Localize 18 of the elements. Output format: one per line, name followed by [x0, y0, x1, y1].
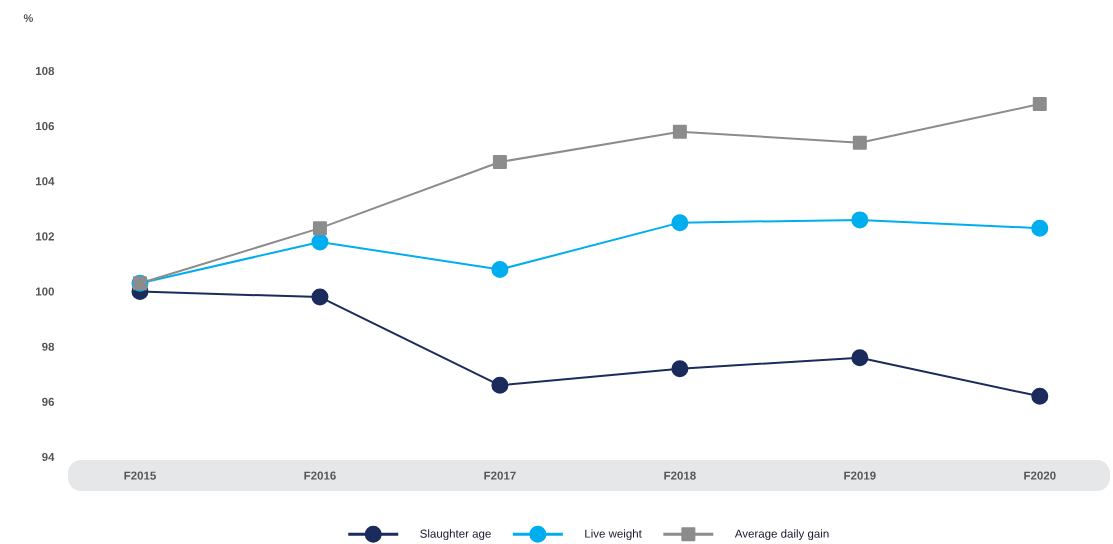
x-tick-label: F2020: [1024, 471, 1056, 480]
y-tick-label: 106: [36, 122, 55, 131]
x-tick-label: F2017: [484, 471, 516, 480]
x-tick-label: F2019: [844, 471, 876, 480]
y-axis-title: %: [23, 14, 34, 22]
x-tick-label: F2018: [664, 471, 696, 480]
legend-label: Slaughter age: [420, 529, 491, 541]
legend-label: Live weight: [585, 529, 642, 541]
y-tick-label: 94: [42, 452, 55, 462]
x-tick-label: F2015: [124, 471, 156, 480]
y-tick-label: 108: [36, 66, 55, 76]
y-tick-label: 104: [36, 177, 55, 186]
legend-label: Average daily gain: [734, 529, 829, 541]
y-tick-label: 100: [36, 287, 54, 296]
x-tick-label: F2016: [304, 471, 336, 480]
y-tick-label: 96: [42, 397, 55, 406]
y-tick-label: 102: [36, 232, 55, 241]
y-tick-label: 98: [42, 342, 55, 351]
